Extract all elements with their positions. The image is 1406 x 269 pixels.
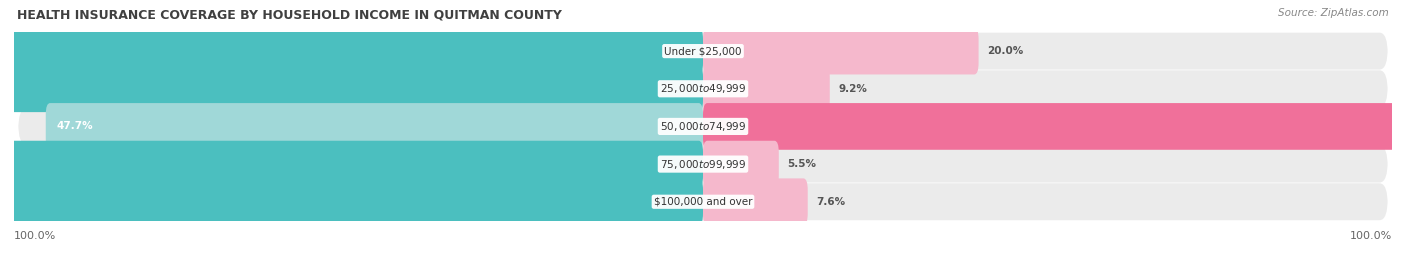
FancyBboxPatch shape	[703, 141, 779, 187]
Text: 100.0%: 100.0%	[1350, 231, 1392, 241]
FancyBboxPatch shape	[0, 141, 703, 187]
FancyBboxPatch shape	[703, 28, 979, 75]
FancyBboxPatch shape	[18, 146, 1388, 183]
Text: 7.6%: 7.6%	[815, 197, 845, 207]
Text: HEALTH INSURANCE COVERAGE BY HOUSEHOLD INCOME IN QUITMAN COUNTY: HEALTH INSURANCE COVERAGE BY HOUSEHOLD I…	[17, 8, 562, 21]
Text: $25,000 to $49,999: $25,000 to $49,999	[659, 82, 747, 95]
Text: 20.0%: 20.0%	[987, 46, 1024, 56]
Text: 5.5%: 5.5%	[787, 159, 815, 169]
Text: Under $25,000: Under $25,000	[664, 46, 742, 56]
FancyBboxPatch shape	[703, 178, 807, 225]
Text: $50,000 to $74,999: $50,000 to $74,999	[659, 120, 747, 133]
Text: 9.2%: 9.2%	[838, 84, 868, 94]
FancyBboxPatch shape	[18, 70, 1388, 107]
FancyBboxPatch shape	[18, 33, 1388, 70]
FancyBboxPatch shape	[0, 65, 703, 112]
FancyBboxPatch shape	[46, 103, 703, 150]
Text: $100,000 and over: $100,000 and over	[654, 197, 752, 207]
FancyBboxPatch shape	[18, 108, 1388, 145]
FancyBboxPatch shape	[0, 28, 703, 75]
FancyBboxPatch shape	[703, 65, 830, 112]
FancyBboxPatch shape	[703, 103, 1406, 150]
FancyBboxPatch shape	[0, 178, 703, 225]
Text: $75,000 to $99,999: $75,000 to $99,999	[659, 158, 747, 171]
FancyBboxPatch shape	[18, 183, 1388, 220]
Text: 100.0%: 100.0%	[14, 231, 56, 241]
Text: 47.7%: 47.7%	[56, 121, 93, 132]
Text: Source: ZipAtlas.com: Source: ZipAtlas.com	[1278, 8, 1389, 18]
